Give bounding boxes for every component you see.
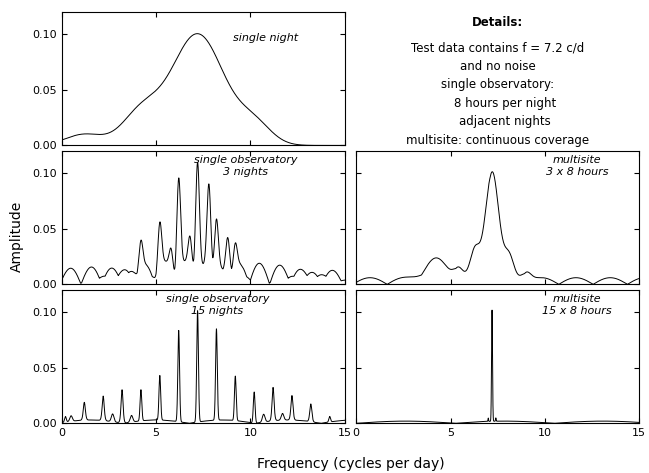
Text: single observatory
3 nights: single observatory 3 nights bbox=[194, 155, 297, 177]
Text: Frequency (cycles per day): Frequency (cycles per day) bbox=[256, 457, 445, 471]
Text: multisite
3 x 8 hours: multisite 3 x 8 hours bbox=[546, 155, 608, 177]
Text: single night: single night bbox=[233, 33, 298, 43]
Text: Details:: Details: bbox=[472, 16, 523, 29]
Text: Test data contains f = 7.2 c/d
and no noise
single observatory:
    8 hours per : Test data contains f = 7.2 c/d and no no… bbox=[406, 41, 589, 147]
Text: multisite
15 x 8 hours: multisite 15 x 8 hours bbox=[542, 294, 612, 316]
Text: single observatory
15 nights: single observatory 15 nights bbox=[165, 294, 269, 316]
Text: Amplitude: Amplitude bbox=[10, 201, 24, 272]
